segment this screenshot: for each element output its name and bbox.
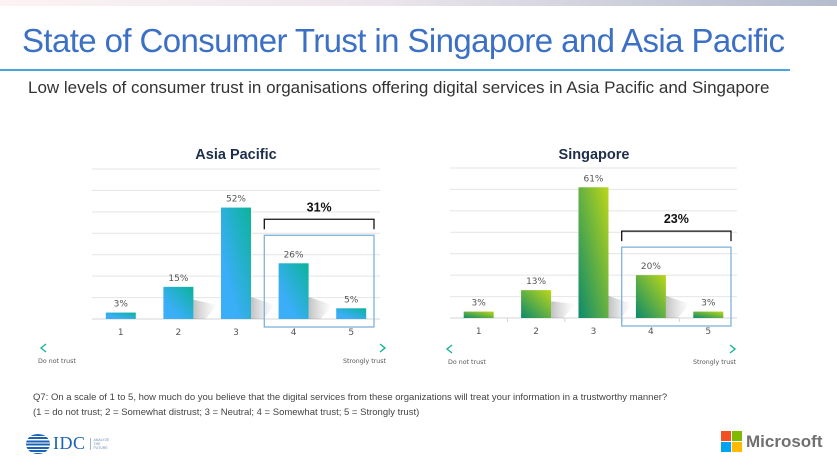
x-tick-label: 4 xyxy=(648,327,654,337)
scale-legend-text: (1 = do not trust; 2 = Somewhat distrust… xyxy=(33,407,420,418)
bar-value-label: 20% xyxy=(641,262,661,272)
microsoft-windows-icon xyxy=(721,431,742,452)
microsoft-logo-text: Microsoft xyxy=(746,431,823,451)
highlight-box xyxy=(263,234,375,328)
bar xyxy=(521,290,552,318)
idc-globe-icon xyxy=(26,433,50,454)
bar-value-label: 3% xyxy=(701,299,716,309)
ms-square-blue xyxy=(721,442,731,452)
bar xyxy=(693,311,724,318)
idc-logo-text: IDC xyxy=(53,433,86,453)
arrow-right-head-icon xyxy=(379,343,387,353)
highlight-bracket xyxy=(621,230,732,242)
bar xyxy=(578,187,609,318)
chart-asia-pacific: 3% 1 15% 2 52% 3 26% 4 5% 5 31% Do not trust Strongl… xyxy=(38,168,387,365)
page-title: State of Consumer Trust in Singapore and… xyxy=(22,22,785,59)
question-text: Q7: On a scale of 1 to 5, how much do yo… xyxy=(33,392,668,403)
x-tick-label: 3 xyxy=(591,327,597,337)
bar-value-label: 15% xyxy=(168,274,188,284)
highlight-box xyxy=(621,246,732,327)
highlight-bracket xyxy=(263,218,375,230)
bar xyxy=(278,263,309,319)
arrow-left-head-icon xyxy=(445,344,453,354)
x-tick-label: 2 xyxy=(176,328,182,338)
x-tick-label: 1 xyxy=(476,327,482,337)
question-footnote: Q7: On a scale of 1 to 5, how much do yo… xyxy=(33,390,667,420)
highlight-total-label: 31% xyxy=(307,200,332,214)
arrow-left-head-icon xyxy=(39,343,47,353)
x-tick-label: 1 xyxy=(118,328,124,338)
axis-label-do-not-trust: Do not trust xyxy=(38,358,76,365)
ms-square-yellow xyxy=(732,442,742,452)
bar-shadow xyxy=(665,296,690,318)
bar-shadow xyxy=(251,297,275,319)
bar-value-label: 61% xyxy=(583,174,603,184)
x-tick-label: 2 xyxy=(533,327,539,337)
x-tick-label: 4 xyxy=(291,328,297,338)
x-tick-label: 5 xyxy=(705,327,711,337)
x-tick-label: 3 xyxy=(233,328,239,338)
chart-singapore: 3% 1 13% 2 61% 3 20% 4 3% 5 23% Do not trust Strongl… xyxy=(445,167,737,366)
bar xyxy=(463,311,494,318)
top-gradient-bar xyxy=(0,0,837,6)
axis-label-strongly-trust: Strongly trust xyxy=(343,358,387,365)
bar-value-label: 26% xyxy=(284,250,304,260)
bar xyxy=(163,286,194,319)
axis-label-do-not-trust: Do not trust xyxy=(448,359,486,366)
bar-shadow xyxy=(551,301,576,318)
ms-square-red xyxy=(721,431,731,441)
page-subtitle: Low levels of consumer trust in organisa… xyxy=(28,78,770,97)
title-divider xyxy=(0,69,790,71)
bar-value-label: 3% xyxy=(114,300,129,310)
bar-value-label: 3% xyxy=(472,299,487,309)
idc-logo: IDC ANALYZE THE FUTURE xyxy=(26,433,112,454)
idc-tagline: ANALYZE THE FUTURE xyxy=(89,437,112,450)
chart-title-asia-pacific: Asia Pacific xyxy=(195,147,276,163)
highlight-total-label: 23% xyxy=(664,212,689,226)
bar xyxy=(221,207,251,319)
bar-value-label: 13% xyxy=(526,277,546,287)
chart-title-singapore: Singapore xyxy=(559,147,630,163)
microsoft-logo: Microsoft xyxy=(721,431,823,452)
ms-square-green xyxy=(732,431,742,441)
bar xyxy=(105,312,136,319)
bar-shadow xyxy=(308,297,333,319)
bar-value-label: 5% xyxy=(344,295,359,305)
charts-canvas: Asia Pacific Singapore 3% 1 15% 2 52% 3 26% 4 5%… xyxy=(38,147,737,366)
x-tick-label: 5 xyxy=(348,328,354,338)
bar-value-label: 52% xyxy=(226,195,246,205)
bar-shadow xyxy=(608,296,633,318)
bar xyxy=(336,308,367,319)
bar xyxy=(635,275,666,318)
bar-shadow xyxy=(193,299,218,319)
axis-label-strongly-trust: Strongly trust xyxy=(693,359,737,366)
arrow-right-head-icon xyxy=(729,344,737,354)
